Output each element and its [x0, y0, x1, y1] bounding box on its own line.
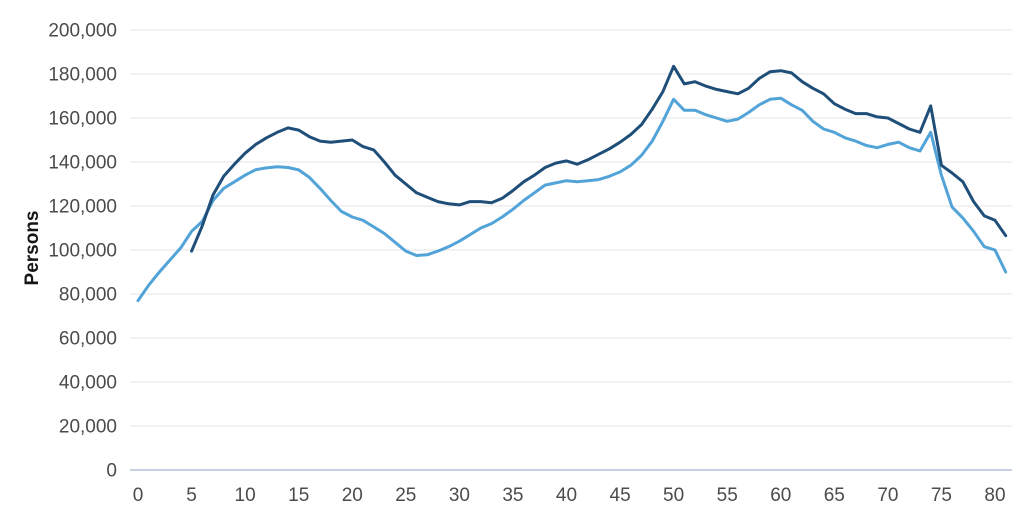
series-group — [136, 64, 1008, 303]
y-tick-label: 40,000 — [59, 373, 117, 394]
x-tick-label: 0 — [133, 485, 144, 506]
gridlines — [130, 29, 1012, 471]
x-tick-label: 80 — [984, 485, 1005, 506]
y-axis-title: Persons — [22, 211, 43, 286]
x-tick-label: 65 — [824, 485, 845, 506]
x-tick-label: 50 — [663, 485, 684, 506]
y-tick-label: 200,000 — [48, 21, 117, 42]
y-tick-label: 60,000 — [59, 329, 117, 350]
x-tick-label: 60 — [770, 485, 791, 506]
x-tick-label: 25 — [395, 485, 416, 506]
y-tick-label: 20,000 — [59, 417, 117, 438]
dark-blue-line — [190, 64, 1008, 253]
y-tick-label: 0 — [106, 461, 117, 482]
x-tick-label: 5 — [186, 485, 197, 506]
x-tick-label: 40 — [556, 485, 577, 506]
y-tick-label: 120,000 — [48, 197, 117, 218]
x-tick-label: 75 — [931, 485, 952, 506]
y-tick-label: 160,000 — [48, 109, 117, 130]
x-tick-label: 70 — [877, 485, 898, 506]
y-axis-tick-labels: 0 20,000 40,000 60,000 80,000 100,000 120,000 1… — [48, 21, 117, 482]
x-tick-label: 35 — [502, 485, 523, 506]
y-tick-label: 100,000 — [48, 241, 117, 262]
x-tick-label: 30 — [449, 485, 470, 506]
y-tick-label: 80,000 — [59, 285, 117, 306]
light-blue-line — [136, 96, 1008, 303]
x-tick-label: 55 — [717, 485, 738, 506]
x-tick-label: 10 — [235, 485, 256, 506]
y-tick-label: 180,000 — [48, 65, 117, 86]
x-axis-tick-labels: 0 5 10 15 20 25 30 35 40 45 50 55 60 65 70 75 80 — [133, 485, 1006, 506]
y-tick-label: 140,000 — [48, 153, 117, 174]
x-tick-label: 20 — [342, 485, 363, 506]
x-tick-label: 15 — [288, 485, 309, 506]
x-tick-label: 45 — [610, 485, 631, 506]
